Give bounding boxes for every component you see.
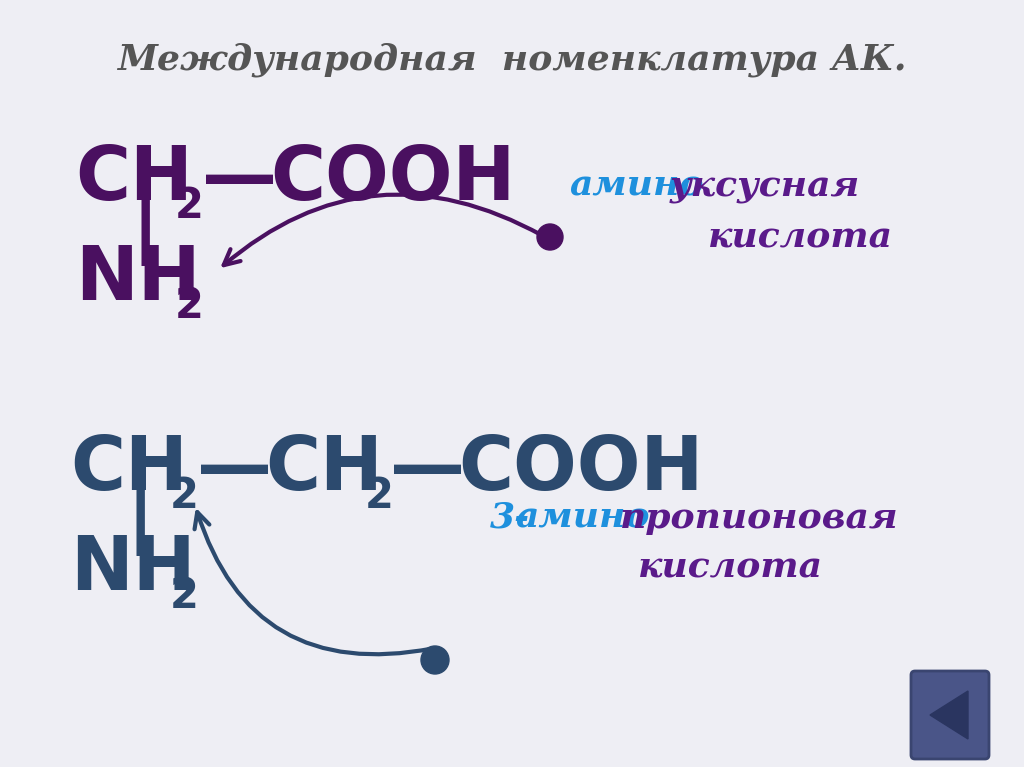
- Polygon shape: [930, 691, 968, 739]
- FancyBboxPatch shape: [911, 671, 989, 759]
- Text: CH: CH: [265, 433, 383, 506]
- FancyArrowPatch shape: [195, 512, 432, 654]
- Text: 2: 2: [365, 475, 394, 517]
- Text: CH: CH: [70, 433, 187, 506]
- Text: Международная  номенклатура АК.: Международная номенклатура АК.: [118, 43, 906, 77]
- Text: COOH: COOH: [458, 433, 703, 506]
- Text: —: —: [390, 433, 465, 506]
- Text: |: |: [126, 481, 154, 556]
- Text: амино: амино: [570, 169, 705, 203]
- Text: уксусная: уксусная: [670, 170, 860, 203]
- Text: CH: CH: [75, 143, 193, 216]
- Text: |: |: [131, 191, 159, 266]
- Text: кислота: кислота: [708, 221, 893, 255]
- Text: NH: NH: [75, 243, 201, 316]
- FancyArrowPatch shape: [223, 195, 543, 265]
- Text: NH: NH: [70, 533, 196, 606]
- Text: пропионовая: пропионовая: [620, 501, 899, 535]
- Text: 2: 2: [175, 185, 204, 227]
- Text: —: —: [197, 433, 272, 506]
- Text: COOH: COOH: [270, 143, 515, 216]
- Text: —: —: [202, 143, 278, 216]
- Text: кислота: кислота: [638, 551, 822, 585]
- Text: амино: амино: [516, 501, 650, 535]
- Text: 2: 2: [170, 475, 199, 517]
- Circle shape: [421, 646, 449, 674]
- Text: 2: 2: [175, 285, 204, 327]
- Text: 2: 2: [170, 575, 199, 617]
- Circle shape: [537, 224, 563, 250]
- Text: 3-: 3-: [490, 501, 530, 535]
